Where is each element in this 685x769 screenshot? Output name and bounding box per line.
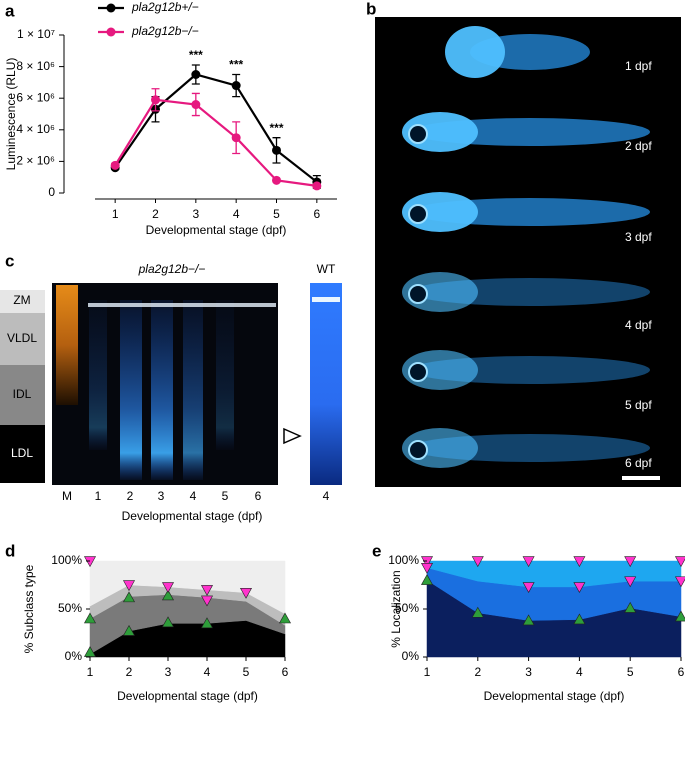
x-axis-label: Developmental stage (dpf) [484,689,625,703]
band-label: VLDL [7,331,37,345]
x-axis-label: Developmental stage (dpf) [117,689,258,703]
band-label: IDL [13,387,32,401]
data-point [111,161,120,170]
wt-origin-band [312,297,340,302]
x-tick-label: 6 [313,207,320,221]
wt-lane [310,283,342,485]
lane-label: 4 [323,489,330,503]
legend-label: pla2g12b−/− [131,24,199,38]
x-tick-label: 4 [576,665,583,679]
larva-eye [409,125,427,143]
y-tick-label: 100% [388,553,419,567]
panel-letter: e [372,541,381,560]
gel-origin-band [88,303,276,307]
stage-label: 4 dpf [625,318,652,332]
gel-lane [89,300,107,450]
larva-eye [409,363,427,381]
gel-x-label: Developmental stage (dpf) [122,509,263,523]
series-line [115,100,317,186]
x-tick-label: 3 [192,207,199,221]
data-point [151,95,160,104]
x-tick-label: 4 [233,207,240,221]
lane-label: 3 [158,489,165,503]
legend-marker [107,4,116,13]
x-tick-label: 1 [87,665,94,679]
legend-label: pla2g12b+/− [131,0,199,14]
stage-label: 3 dpf [625,230,652,244]
data-point [191,100,200,109]
significance-label: *** [269,121,283,135]
band-label: LDL [11,446,33,460]
gel-lane [216,300,234,450]
ldl-arrowhead [284,429,300,443]
panel-letter: d [5,541,15,560]
lane-label: 5 [222,489,229,503]
marker-lane [56,285,78,405]
gel-title: pla2g12b−/− [138,262,206,276]
x-tick-label: 3 [525,665,532,679]
stage-label: 5 dpf [625,398,652,412]
larva-head [445,26,505,78]
y-tick-label: 6 × 10⁶ [16,90,55,104]
x-tick-label: 3 [165,665,172,679]
y-tick-label: 100% [51,553,82,567]
x-tick-label: 6 [678,665,685,679]
stage-label: 6 dpf [625,456,652,470]
gel-lane [151,300,173,480]
stage-label: 1 dpf [625,59,652,73]
x-tick-label: 5 [273,207,280,221]
significance-label: *** [189,48,203,62]
lane-label: 4 [190,489,197,503]
data-point [272,176,281,185]
stage-label: 2 dpf [625,139,652,153]
gel-lane [183,300,203,480]
y-tick-label: 0 [48,185,55,199]
x-tick-label: 2 [126,665,133,679]
x-axis-label: Developmental stage (dpf) [146,223,287,237]
y-axis-label: % Subclass type [22,564,36,653]
x-tick-label: 6 [282,665,289,679]
larva-eye [409,285,427,303]
x-tick-label: 1 [112,207,119,221]
y-tick-label: 4 × 10⁶ [16,122,55,136]
x-tick-label: 5 [243,665,250,679]
data-point [272,146,281,155]
y-tick-label: 50% [58,601,82,615]
x-tick-label: 5 [627,665,634,679]
lane-label: 2 [127,489,134,503]
lane-label: 1 [95,489,102,503]
band-label: ZM [13,293,30,307]
x-tick-label: 4 [204,665,211,679]
larva-eye [409,441,427,459]
y-tick-label: 0% [402,649,420,663]
y-axis-label: Luminescence (RLU) [4,58,18,171]
x-tick-label: 2 [474,665,481,679]
x-tick-label: 2 [152,207,159,221]
y-tick-label: 2 × 10⁶ [16,154,55,168]
significance-label: *** [229,58,243,72]
reference-title: WT [317,262,336,276]
microscopy-image [375,17,681,487]
gel-lane [120,300,142,480]
data-point [312,181,321,190]
x-tick-label: 1 [424,665,431,679]
panel-letter: a [5,1,15,20]
data-point [232,81,241,90]
data-point [191,70,200,79]
larva-eye [409,205,427,223]
y-axis-label: % Localization [389,570,403,647]
lane-label: M [62,489,72,503]
data-point [232,133,241,142]
lane-label: 6 [255,489,262,503]
series-line [115,75,317,182]
y-tick-label: 0% [65,649,83,663]
legend-marker [107,28,116,37]
y-tick-label: 1 × 10⁷ [17,27,55,41]
y-tick-label: 8 × 10⁶ [16,59,55,73]
panel-letter: c [5,251,14,270]
scale-bar [622,476,660,480]
panel-letter: b [366,0,376,18]
